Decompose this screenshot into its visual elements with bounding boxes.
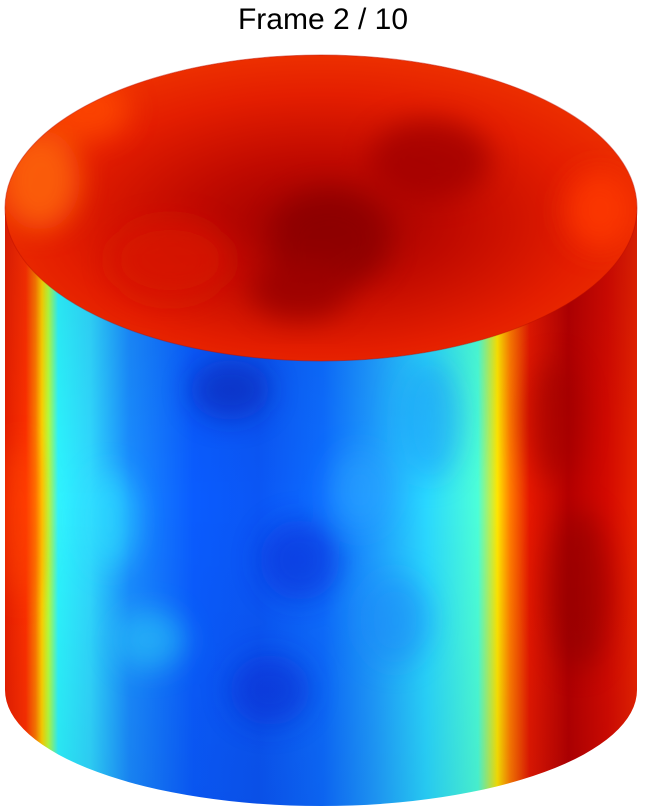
frame-title: Frame 2 / 10 xyxy=(237,3,409,36)
cylinder-rim xyxy=(4,54,638,362)
cylinder-top xyxy=(5,55,637,361)
